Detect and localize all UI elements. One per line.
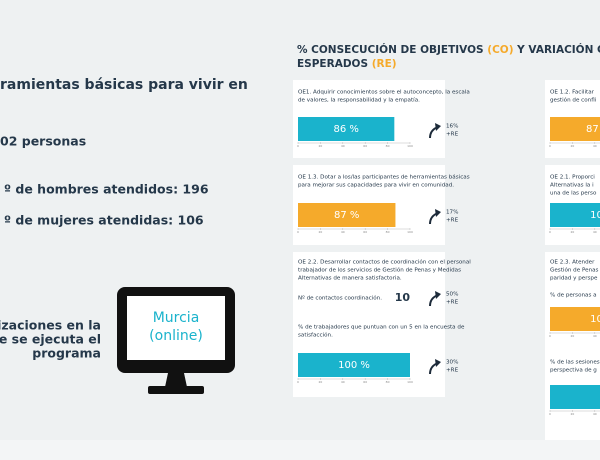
- arrow-head: [435, 123, 441, 131]
- variation-value: 30%: [446, 360, 458, 366]
- bar-label: 100 %: [338, 360, 370, 371]
- monitor-neck: [165, 373, 187, 387]
- objective-text: paridad y perspe: [550, 276, 598, 282]
- objective-text: una de las perso: [550, 191, 597, 197]
- bar-tick-label: 100: [407, 380, 413, 384]
- bar-tick-label: 40: [341, 230, 345, 234]
- location: Murcia: [153, 310, 200, 326]
- objective-text: OE 2.1. Proporci: [550, 175, 595, 181]
- locations-label: alizaciones en la: [0, 318, 101, 333]
- progress-bar: [550, 203, 600, 227]
- indicator-label: Nº de contactos coordinación.: [298, 295, 382, 302]
- monitor-base: [148, 386, 204, 394]
- indicator-count: 10: [395, 291, 411, 304]
- objective-text: Alternativas la i: [550, 183, 594, 189]
- monitor-screen: [127, 296, 225, 360]
- bar-tick-label: 40: [593, 230, 597, 234]
- objective-text: gestión de confli: [550, 97, 597, 104]
- bar-tick-label: 40: [341, 144, 345, 148]
- bar-tick-label: 80: [386, 230, 390, 234]
- objective-text: trabajador de los servicios de Gestión d…: [298, 267, 461, 274]
- bar-tick-label: 60: [363, 144, 367, 148]
- variation-value: 50%: [446, 292, 458, 298]
- variation-note: +RE: [446, 132, 459, 138]
- women-count: º de mujeres atendidas: 106: [4, 213, 204, 228]
- progress-bar: [550, 385, 600, 409]
- location: (online): [149, 328, 203, 344]
- progress-bar: [298, 203, 396, 227]
- locations-label: programa: [32, 346, 101, 361]
- bar-tick-label: 20: [570, 230, 574, 234]
- objective-text: OE 1.2. Facilitar: [550, 90, 595, 96]
- indicator-label: satisfacción.: [298, 332, 333, 339]
- title-part: Y VARIACIÓN CON RES: [514, 43, 600, 56]
- objective-text: Alternativas de manera satisfactoria.: [298, 276, 402, 282]
- bar-tick-label: 0: [549, 230, 551, 234]
- title-part: % CONSECUCIÓN DE OBJETIVOS: [297, 43, 487, 56]
- bar-tick-label: 80: [386, 380, 390, 384]
- bar-tick-label: 40: [593, 144, 597, 148]
- monitor-icon: Murcia (online): [117, 287, 235, 394]
- variation-note: +RE: [446, 218, 459, 224]
- objective-text: OE 2.3. Atender: [550, 260, 595, 266]
- bar-tick-label: 100: [407, 144, 413, 148]
- bar-tick-label: 20: [570, 412, 574, 416]
- progress-bar: [298, 353, 410, 377]
- objective-text: OE 1.3. Dotar a los/las participantes de…: [298, 174, 470, 181]
- bar-tick-label: 60: [363, 380, 367, 384]
- men-count: º de hombres atendidos: 196: [4, 182, 209, 197]
- bar-tick-label: 0: [549, 334, 551, 338]
- variation-value: 16%: [446, 124, 458, 130]
- indicator-label: % de las sesiones: [550, 360, 600, 366]
- bar-tick-label: 0: [297, 230, 299, 234]
- bar-tick-label: 20: [570, 144, 574, 148]
- bar-tick-label: 100: [407, 230, 413, 234]
- objective-text: OE 2.2. Desarrollar contactos de coordin…: [298, 259, 471, 266]
- title-part: (CO): [487, 44, 513, 56]
- bar-tick-label: 0: [297, 144, 299, 148]
- arrow-head: [435, 291, 441, 299]
- bar-tick-label: 20: [570, 334, 574, 338]
- variation-value: 17%: [446, 210, 458, 216]
- title-part: ESPERADOS: [297, 58, 372, 70]
- section-title: ESPERADOS (RE): [297, 58, 397, 70]
- bar-tick-label: 60: [363, 230, 367, 234]
- bar-tick-label: 40: [341, 380, 345, 384]
- title-part: (RE): [372, 58, 397, 70]
- bar-label: 87 %: [334, 210, 359, 221]
- bar-label: 100 %: [590, 210, 600, 221]
- bar-tick-label: 0: [297, 380, 299, 384]
- locations-label: que se ejecuta el: [0, 332, 101, 347]
- objective-text: OE1. Adquirir conocimientos sobre el aut…: [298, 90, 470, 96]
- bar-label: 100 %: [590, 314, 600, 325]
- progress-bar: [550, 307, 600, 331]
- progress-bar: [550, 117, 600, 141]
- variation-note: +RE: [446, 368, 459, 374]
- objective-text: Gestión de Penas: [550, 267, 599, 274]
- objective-text: para mejorar sus capacidades para vivir …: [298, 183, 454, 189]
- bar-tick-label: 0: [549, 144, 551, 148]
- bar-tick-label: 40: [593, 334, 597, 338]
- progress-bar: [298, 117, 395, 141]
- bar-label: 86 %: [333, 124, 358, 135]
- bar-tick-label: 20: [318, 230, 322, 234]
- indicator-label: perspectiva de g: [550, 368, 597, 374]
- arrow-head: [435, 359, 441, 367]
- bar-tick-label: 20: [318, 380, 322, 384]
- bar-tick-label: 40: [593, 412, 597, 416]
- indicator-label: % de trabajadores que puntuan con un 5 e…: [298, 325, 465, 331]
- variation-note: +RE: [446, 300, 459, 306]
- heading: ramientas básicas para vivir en: [0, 77, 248, 93]
- people: 02 personas: [0, 134, 86, 149]
- bar-label: 87 %: [586, 124, 600, 135]
- arrow-head: [435, 209, 441, 217]
- indicator-label: % de personas a: [550, 293, 597, 299]
- objective-text: de valores, la responsabilidad y la empa…: [298, 97, 420, 104]
- bar-tick-label: 80: [386, 144, 390, 148]
- bar-tick-label: 0: [549, 412, 551, 416]
- section-title: % CONSECUCIÓN DE OBJETIVOS (CO) Y VARIAC…: [297, 43, 600, 56]
- bar-tick-label: 20: [318, 144, 322, 148]
